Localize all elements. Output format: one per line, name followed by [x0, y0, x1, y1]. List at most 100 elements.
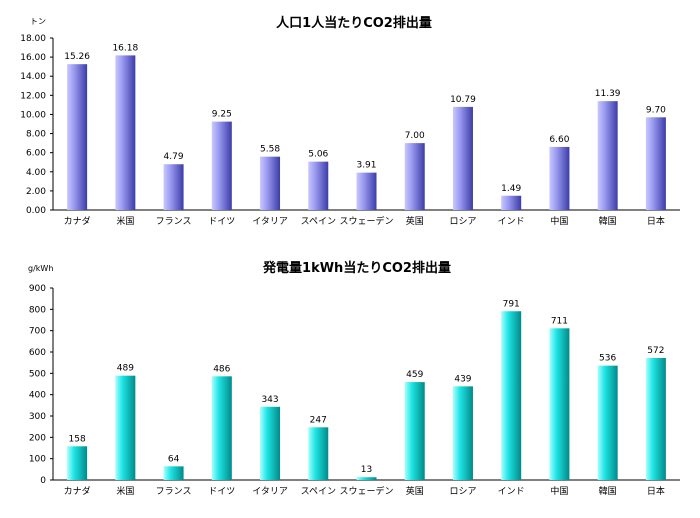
bar	[67, 64, 88, 210]
chart1-data-labels: 15.26 16.18 4.79 9.25 5.58 5.06 3.91 7.00 10.79 1…	[64, 43, 666, 193]
data-label: 459	[406, 370, 423, 380]
y-tick-label: 300	[29, 412, 46, 422]
x-tick-label: 日本	[647, 215, 665, 227]
data-label: 10.79	[450, 95, 476, 105]
x-tick-label: 英国	[406, 215, 424, 227]
data-label: 439	[454, 374, 471, 384]
data-label: 13	[361, 465, 372, 475]
x-tick-label: 英国	[406, 485, 424, 497]
bar	[452, 106, 473, 210]
y-tick-label: 12.00	[20, 91, 46, 101]
x-tick-label: インド	[498, 487, 525, 497]
x-tick-label: カナダ	[64, 485, 91, 497]
y-tick-label: 10.00	[20, 110, 46, 120]
data-label: 9.70	[646, 105, 666, 115]
x-tick-label: 米国	[116, 485, 134, 497]
bar	[501, 195, 522, 210]
bar	[501, 311, 522, 480]
bar	[645, 357, 666, 480]
y-tick-label: 200	[29, 433, 46, 443]
y-tick-label: 0.00	[26, 206, 46, 216]
bar	[308, 427, 329, 480]
data-label: 343	[261, 395, 278, 405]
x-tick-label: 中国	[550, 485, 568, 497]
bar	[67, 446, 88, 480]
y-tick-label: 600	[29, 348, 46, 358]
data-label: 3.91	[356, 161, 376, 171]
bar	[356, 172, 377, 210]
x-tick-label: カナダ	[64, 215, 91, 227]
x-tick-label: イタリア	[252, 216, 288, 227]
y-tick-label: 18.00	[20, 34, 46, 44]
bar	[163, 466, 184, 480]
bar	[260, 406, 281, 480]
data-label: 4.79	[164, 152, 184, 162]
data-label: 247	[310, 415, 327, 425]
bar	[597, 101, 618, 210]
bar	[211, 121, 232, 210]
chart-co2-per-kwh: 発電量1kWh当たりCO2排出量 g/kWh 0 100 200 300 400 500 6…	[28, 260, 680, 497]
x-tick-label: 中国	[550, 215, 568, 227]
data-label: 5.58	[260, 145, 280, 155]
data-label: 1.49	[501, 184, 521, 194]
data-label: 486	[213, 364, 230, 374]
x-tick-label: ロシア	[449, 487, 476, 497]
y-tick-label: 500	[29, 369, 46, 379]
bar	[163, 164, 184, 210]
x-tick-label: スペイン	[301, 217, 336, 227]
x-tick-label: スウェーデン	[339, 485, 393, 497]
chart1-y-ticks: 0.00 2.00 4.00 6.00 8.00 10.00 12.00 14.00 16.00…	[20, 34, 53, 216]
y-tick-label: 800	[29, 305, 46, 315]
y-tick-label: 14.00	[20, 72, 46, 82]
x-tick-label: スウェーデン	[339, 215, 393, 227]
data-label: 11.39	[595, 89, 621, 99]
bar	[645, 117, 666, 210]
data-label: 711	[551, 316, 568, 326]
x-tick-label: ドイツ	[208, 487, 235, 497]
x-tick-label: 韓国	[599, 486, 617, 497]
x-tick-label: 米国	[116, 215, 134, 227]
chart2-bars	[67, 311, 666, 480]
bar	[549, 146, 570, 210]
y-tick-label: 900	[29, 284, 46, 294]
bar	[549, 328, 570, 480]
data-label: 7.00	[405, 131, 425, 141]
chart2-y-ticks: 0 100 200 300 400 500 600 700 800 900	[29, 284, 53, 486]
chart1-y-unit: トン	[30, 17, 46, 26]
data-label: 158	[69, 434, 86, 444]
data-label: 536	[599, 354, 616, 364]
x-tick-label: フランス	[156, 486, 192, 497]
data-label: 6.60	[549, 135, 569, 145]
data-label: 64	[168, 454, 180, 464]
y-tick-label: 2.00	[26, 187, 46, 197]
bar	[260, 156, 281, 210]
y-tick-label: 700	[29, 327, 46, 337]
y-tick-label: 100	[29, 455, 46, 465]
x-tick-label: ドイツ	[208, 217, 235, 227]
chart1-title: 人口1人当たりCO2排出量	[276, 15, 432, 31]
x-tick-label: フランス	[156, 216, 192, 227]
data-label: 5.06	[308, 150, 328, 160]
chart-co2-per-capita: 人口1人当たりCO2排出量 トン 0.00 2.00 4.00 6.00 8.00 10.…	[20, 15, 680, 227]
chart1-x-ticks: カナダ 米国 フランス ドイツ イタリア スペイン スウェーデン 英国 ロシア インド 中国 韓国 日本	[64, 215, 665, 227]
y-tick-label: 0	[40, 476, 46, 486]
bar	[211, 376, 232, 480]
data-label: 791	[503, 299, 520, 309]
x-tick-label: スペイン	[301, 487, 336, 497]
bar	[452, 386, 473, 480]
bar	[356, 477, 377, 480]
chart2-y-unit: g/kWh	[28, 264, 53, 273]
y-tick-label: 16.00	[20, 53, 46, 63]
bar	[404, 143, 425, 210]
x-tick-label: 日本	[647, 485, 665, 497]
x-tick-label: ロシア	[449, 217, 476, 227]
data-label: 489	[117, 364, 134, 374]
bar	[597, 365, 618, 480]
x-tick-label: イタリア	[252, 486, 288, 497]
y-tick-label: 4.00	[26, 168, 46, 178]
chart2-title: 発電量1kWh当たりCO2排出量	[262, 260, 451, 276]
y-tick-label: 400	[29, 391, 46, 401]
chart1-bars	[67, 55, 666, 210]
data-label: 572	[647, 346, 664, 356]
